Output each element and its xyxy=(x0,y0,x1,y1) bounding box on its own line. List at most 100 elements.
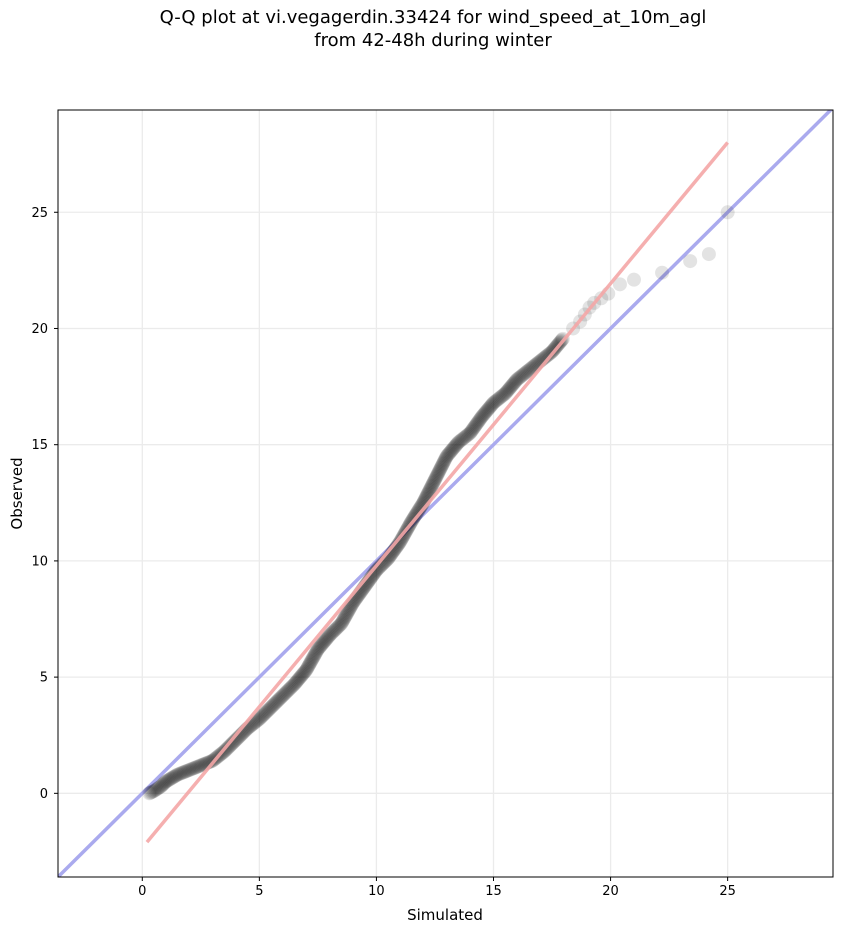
quantile-point xyxy=(467,420,482,435)
ticks: 0 5 10 15 20 25 0 5 10 15 20 25 xyxy=(31,206,735,899)
quantile-point xyxy=(304,653,319,668)
quantile-point xyxy=(158,774,173,789)
quantile-point xyxy=(500,383,515,398)
x-axis-label: Simulated xyxy=(407,906,483,924)
quantile-point xyxy=(306,650,321,665)
quantile-point xyxy=(323,627,338,642)
quantile-point xyxy=(333,617,348,632)
quantile-point xyxy=(481,402,496,417)
quantile-point xyxy=(188,760,203,775)
quantile-point xyxy=(435,457,450,472)
quantile-point xyxy=(444,443,459,458)
quantile-point xyxy=(463,424,478,439)
quantile-point xyxy=(434,459,449,474)
quantile-point xyxy=(655,265,670,280)
quantile-point xyxy=(268,696,283,711)
quantile-point xyxy=(257,706,272,721)
y-tick-label: 10 xyxy=(31,554,48,569)
quantile-point xyxy=(468,419,483,434)
quantile-point xyxy=(431,464,446,479)
quantile-point xyxy=(464,423,479,438)
quantile-point xyxy=(152,780,167,795)
quantile-point xyxy=(392,535,407,550)
quantile-point xyxy=(281,683,296,698)
x-tick-label: 25 xyxy=(719,884,736,899)
quantile-point xyxy=(222,739,237,754)
quantile-point xyxy=(302,656,317,671)
quantile-point xyxy=(265,699,280,714)
quantile-point xyxy=(450,436,465,451)
quantile-point xyxy=(278,685,293,700)
quantile-point xyxy=(683,254,698,269)
quantile-point xyxy=(149,782,164,797)
quantile-point xyxy=(182,763,197,778)
quantile-point xyxy=(430,467,445,482)
quantile-point xyxy=(276,687,291,702)
quantile-point xyxy=(394,532,409,547)
quantile-point xyxy=(438,451,453,466)
quantile-point xyxy=(439,449,454,464)
quantile-point xyxy=(256,707,271,722)
quantile-point xyxy=(701,247,716,262)
quantile-point xyxy=(440,448,455,463)
quantile-point xyxy=(202,754,217,769)
quantile-point xyxy=(475,408,490,423)
y-tick-label: 15 xyxy=(31,438,48,453)
quantile-point xyxy=(432,463,447,478)
quantile-point xyxy=(477,406,492,421)
quantile-point xyxy=(335,615,350,630)
quantile-point xyxy=(295,667,310,682)
quantile-point xyxy=(270,693,285,708)
quantile-point xyxy=(393,534,408,549)
quantile-point xyxy=(409,506,424,521)
quantile-point xyxy=(446,440,461,455)
quantile-point xyxy=(514,368,529,383)
quantile-point xyxy=(460,427,475,442)
quantile-point xyxy=(169,768,184,783)
quantile-point xyxy=(508,374,523,389)
quantile-point xyxy=(466,421,481,436)
quantile-point xyxy=(515,367,530,382)
quantile-point xyxy=(145,784,160,799)
quantile-point xyxy=(162,772,177,787)
quantile-point xyxy=(288,676,303,691)
quantile-point xyxy=(511,371,526,386)
quantile-point xyxy=(151,780,166,795)
quantile-point xyxy=(163,771,178,786)
quantile-point xyxy=(252,711,267,726)
fit-line xyxy=(145,141,729,844)
quantile-point xyxy=(486,395,501,410)
quantile-point xyxy=(191,759,206,774)
quantile-point xyxy=(223,738,238,753)
quantile-point xyxy=(504,379,519,394)
quantile-point xyxy=(143,785,158,800)
y-tick-label: 5 xyxy=(40,671,48,686)
quantile-point xyxy=(498,386,513,401)
quantile-point xyxy=(425,477,440,492)
quantile-point xyxy=(513,369,528,384)
quantile-point xyxy=(463,426,478,441)
quantile-point xyxy=(437,454,452,469)
quantile-point xyxy=(293,669,308,684)
quantile-point xyxy=(502,381,517,396)
quantile-point xyxy=(435,458,450,473)
quantile-point xyxy=(322,628,337,643)
quantile-point xyxy=(541,347,556,362)
quantile-point xyxy=(173,766,188,781)
quantile-point xyxy=(503,380,518,395)
quantile-point xyxy=(340,606,355,621)
quantile-point xyxy=(433,460,448,475)
quantile-point xyxy=(335,614,350,629)
quantile-point xyxy=(499,385,514,400)
quantile-point xyxy=(495,388,510,403)
quantile-point xyxy=(287,677,302,692)
x-tick-label: 15 xyxy=(485,884,502,899)
quantile-point xyxy=(261,702,276,717)
quantile-point xyxy=(471,414,486,429)
quantile-point xyxy=(300,660,315,675)
quantile-point xyxy=(371,561,386,576)
quantile-point xyxy=(457,430,472,445)
quantile-point xyxy=(286,678,301,693)
quantile-point xyxy=(289,674,304,689)
